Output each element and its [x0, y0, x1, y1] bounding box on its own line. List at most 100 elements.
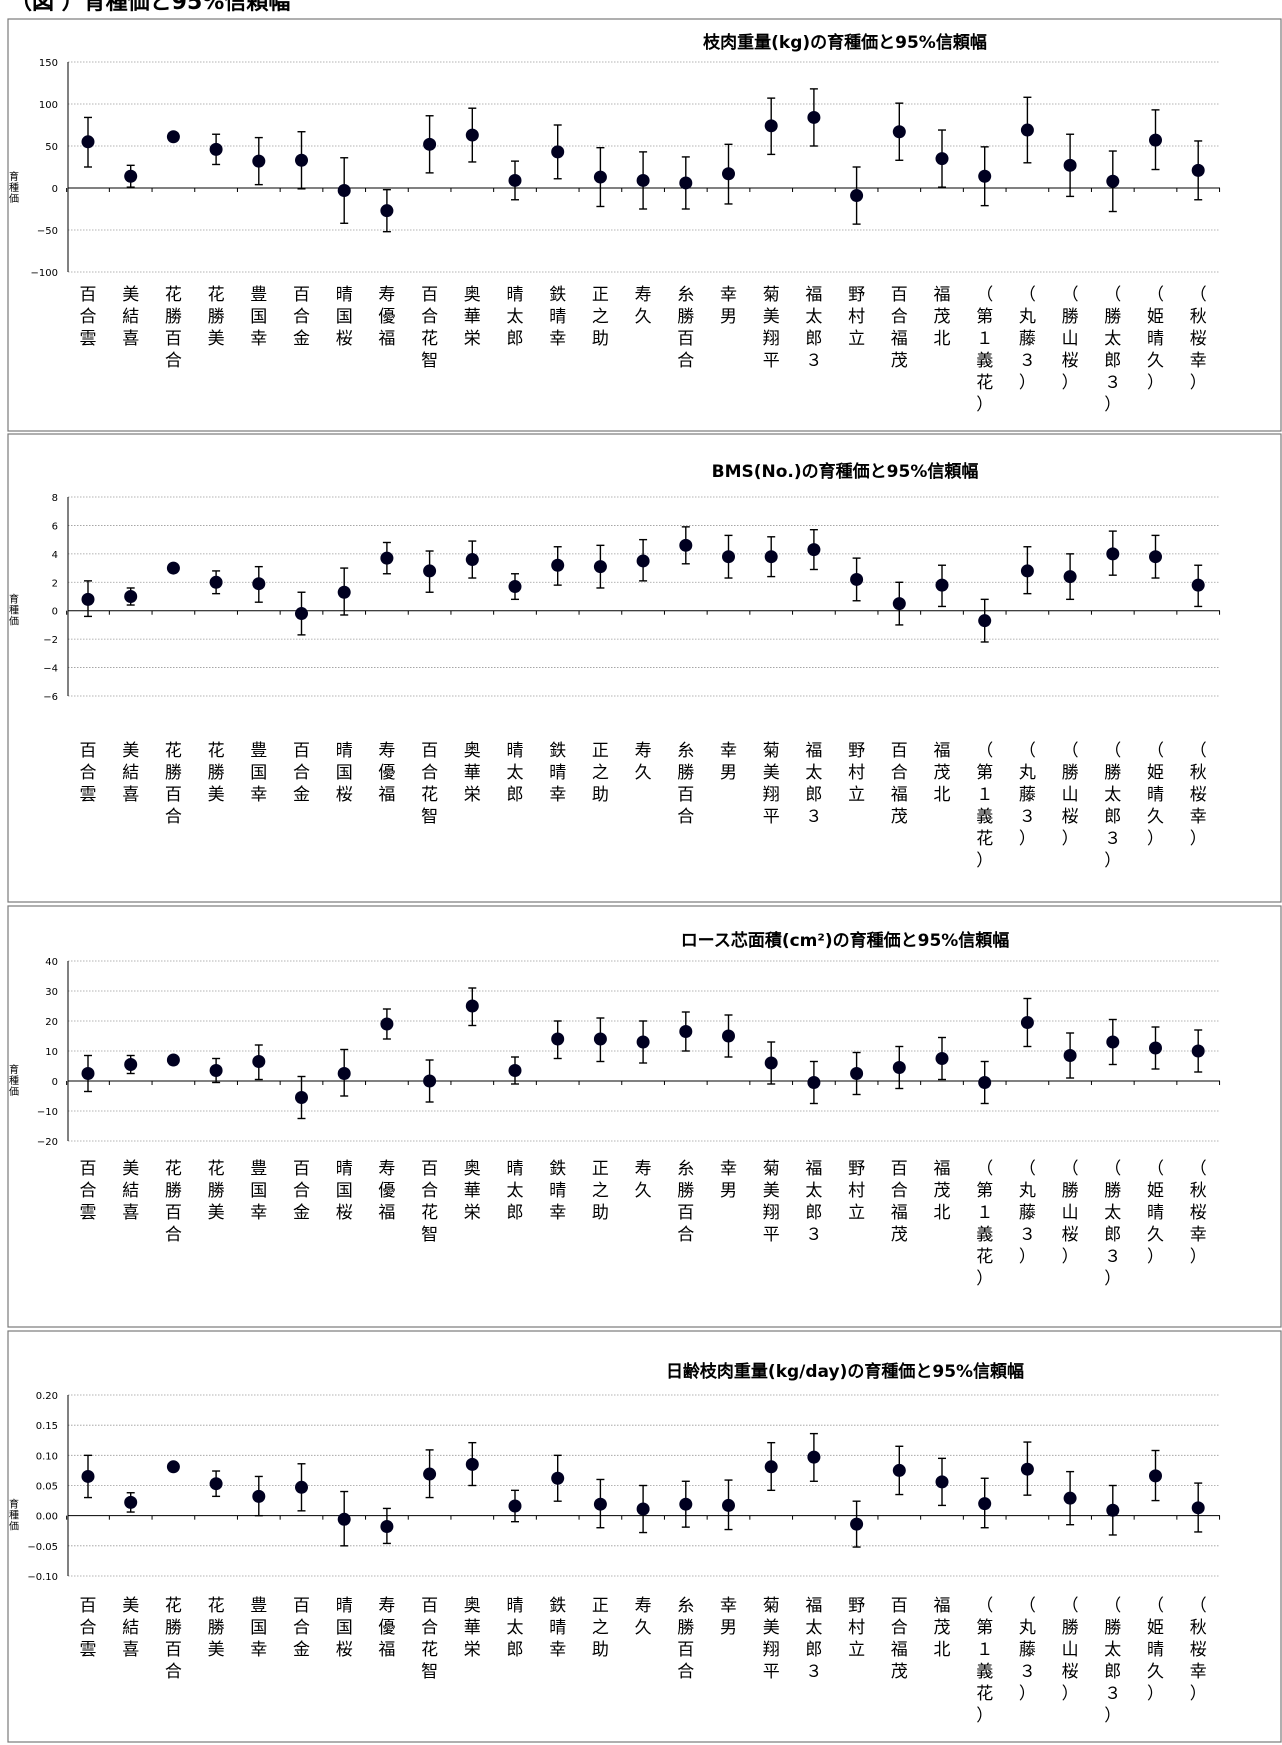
data-point — [508, 1064, 522, 1077]
category-label-char: 勝 — [1104, 1181, 1121, 1201]
data-point — [124, 590, 138, 603]
category-label-char: 勝 — [1104, 1618, 1121, 1638]
data-point — [380, 204, 394, 218]
category-label-char: 男 — [720, 1181, 737, 1201]
category-label: 野村立 — [848, 1159, 865, 1223]
category-label-char: ） — [1190, 829, 1207, 849]
category-label: 豊国幸 — [250, 1596, 267, 1660]
category-label-char: 秋 — [1190, 307, 1207, 327]
category-label: （第１義花） — [976, 1596, 993, 1726]
category-label-char: ３ — [1019, 351, 1036, 371]
category-label-char: 福 — [891, 785, 908, 805]
data-point — [423, 1467, 437, 1481]
category-label-char: 幸 — [720, 741, 737, 761]
category-label-char: （ — [1147, 1596, 1164, 1616]
category-label: 糸勝百合 — [677, 1159, 694, 1245]
category-label-char: 山 — [1062, 1203, 1079, 1223]
category-label-char: 桜 — [1062, 1662, 1079, 1682]
category-label-char: 平 — [763, 1662, 780, 1682]
data-point — [295, 153, 308, 167]
y-axis-label-char: 種 — [9, 181, 19, 194]
category-label-char: 翔 — [763, 1640, 780, 1660]
category-label-char: 金 — [293, 1640, 310, 1660]
category-label-char: （ — [1104, 285, 1121, 305]
category-label-char: 義 — [976, 1225, 993, 1245]
data-point — [850, 189, 864, 203]
category-label: （秋桜幸） — [1190, 285, 1207, 393]
category-label-char: 幸 — [549, 1203, 566, 1223]
category-label-char: 雲 — [80, 1640, 97, 1660]
category-label-char: 桜 — [336, 1640, 353, 1660]
category-label-char: 郎 — [805, 1203, 822, 1223]
category-label-char: 美 — [763, 307, 780, 327]
category-label-char: 百 — [891, 741, 908, 761]
category-label-char: 美 — [208, 785, 225, 805]
category-label-char: 国 — [336, 763, 353, 783]
category-label-char: 平 — [763, 351, 780, 371]
category-label-char: 之 — [592, 763, 609, 783]
category-label-char: 福 — [378, 329, 395, 349]
data-point — [935, 1475, 949, 1489]
category-label-char: 百 — [677, 1640, 694, 1660]
category-label-char: 美 — [122, 1159, 139, 1179]
category-label: 正之助 — [592, 1596, 609, 1660]
y-tick-label: 0.15 — [36, 1421, 58, 1432]
data-point — [1191, 1501, 1205, 1515]
category-label: （第１義花） — [976, 285, 993, 415]
category-label-char: 花 — [165, 1159, 182, 1179]
data-point — [1020, 1016, 1034, 1029]
category-label-char: 豊 — [250, 741, 267, 761]
category-label-char: 百 — [677, 785, 694, 805]
category-label-char: 華 — [464, 1181, 481, 1201]
category-label-char: 花 — [208, 1159, 225, 1179]
category-label-char: 百 — [891, 1596, 908, 1616]
data-point — [337, 1512, 351, 1526]
data-point — [380, 1017, 394, 1031]
data-point — [124, 1058, 138, 1071]
category-label-char: 立 — [848, 1640, 865, 1660]
data-point — [81, 1469, 95, 1483]
data-point — [978, 1497, 992, 1511]
category-label-char: ） — [1062, 373, 1079, 393]
category-label-char: 勝 — [677, 1618, 694, 1638]
category-label-char: 合 — [80, 1181, 97, 1201]
category-label: 花勝美 — [208, 1159, 225, 1223]
category-label-char: 合 — [421, 763, 438, 783]
category-label-char: 桜 — [336, 785, 353, 805]
category-label-char: （ — [1062, 285, 1079, 305]
category-label-char: 郎 — [1104, 1225, 1121, 1245]
category-label-char: 野 — [848, 1159, 865, 1179]
category-label-char: 立 — [848, 785, 865, 805]
category-label-char: 菊 — [763, 285, 780, 305]
category-label-char: 野 — [848, 1596, 865, 1616]
category-label: 百合花智 — [421, 741, 438, 827]
category-label: （勝太郎３） — [1104, 1596, 1121, 1726]
category-label-char: ） — [1062, 1247, 1079, 1267]
category-label-char: 茂 — [934, 763, 951, 783]
category-label-char: 鉄 — [549, 1596, 566, 1616]
category-label-char: 百 — [165, 329, 182, 349]
category-label-char: 金 — [293, 329, 310, 349]
y-axis-label-char: 育 — [9, 1498, 19, 1511]
category-label-char: 勝 — [165, 1181, 182, 1201]
category-label: 正之助 — [592, 741, 609, 805]
category-label-char: 晴 — [336, 1159, 353, 1179]
category-label-char: 美 — [763, 1618, 780, 1638]
category-label: （勝太郎３） — [1104, 285, 1121, 415]
category-label-char: 花 — [421, 785, 438, 805]
category-label-char: 奥 — [464, 1159, 481, 1179]
data-point — [850, 1517, 864, 1531]
category-label-char: 晴 — [549, 1181, 566, 1201]
category-label-char: 男 — [720, 1618, 737, 1638]
category-label-char: 太 — [507, 1181, 524, 1201]
category-label-char: 華 — [464, 763, 481, 783]
category-label-char: （ — [1190, 1159, 1207, 1179]
category-label-char: 久 — [635, 1618, 652, 1638]
category-label-char: 百 — [80, 285, 97, 305]
category-label-char: 幸 — [720, 285, 737, 305]
data-point — [81, 1067, 95, 1080]
category-label-char: 郎 — [507, 785, 524, 805]
category-label-char: 合 — [421, 1618, 438, 1638]
category-label-char: 丸 — [1019, 1618, 1036, 1638]
y-tick-label: 0 — [52, 607, 58, 618]
